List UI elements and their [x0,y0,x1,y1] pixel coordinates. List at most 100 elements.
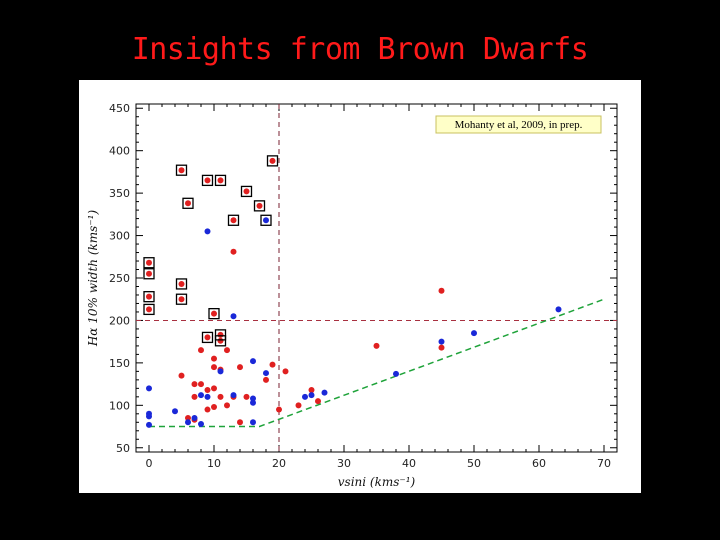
annotation-box [435,115,602,134]
x-tick-label: 60 [532,457,546,470]
plot-frame [135,103,618,453]
boxed-marker [266,155,279,167]
x-tick-label: 40 [402,457,416,470]
red-data-point [217,177,224,184]
blue-data-point [230,313,237,320]
red-data-point [146,306,152,313]
red-data-point [185,415,191,422]
boxed-marker [214,329,227,341]
red-data-point [211,404,217,411]
blue-data-point [250,358,256,365]
red-data-point [230,217,237,224]
red-data-point [237,364,243,371]
red-data-point [185,200,191,207]
boxed-marker [260,214,272,226]
blue-data-point [263,370,269,377]
slide-title: Insights from Brown Dwarfs [131,32,589,67]
red-data-point [217,393,224,400]
labels-layer: 0 10 20 30 40 50 60 70 50 100 150 200 250 300 350 400 45… [86,102,611,489]
boxed-marker [143,257,155,269]
red-data-point [243,188,250,195]
boxed-marker [227,214,240,226]
blue-data-point [230,392,237,399]
red-data-point [146,293,152,300]
red-data-point [204,387,211,394]
blue-data-point [438,338,445,345]
y-axis-label: Hα 10% width (kms⁻¹) [86,210,100,348]
boxed-marker [175,293,188,305]
blue-data-point [146,413,152,420]
blue-data-point [555,306,562,313]
blue-data-point [146,385,152,392]
y-tick-label: 150 [109,357,130,370]
red-data-point [373,342,380,349]
y-tick-label: 450 [109,102,130,115]
blue-data-point [250,399,256,406]
red-data-point [204,334,211,341]
blue-data-point [393,370,399,377]
blue-data-point [471,330,477,337]
red-data-point [204,406,211,413]
blue-data-point [250,395,256,402]
boxed-marker [143,303,155,316]
blue-data-point [302,393,308,400]
blue-data-point [198,420,204,427]
x-tick-label: 30 [337,457,351,470]
y-tick-label: 100 [109,399,130,412]
red-data-point [204,177,211,184]
blue-data-point [185,419,191,426]
red-data-point [438,344,445,351]
red-data-point [198,381,204,388]
blue-data-point [250,419,256,426]
plot-panel: 0 10 20 30 40 50 60 70 50 100 150 200 250 300 350 400 45… [79,80,641,493]
blue-data-point [146,421,152,428]
boxed-marker [214,335,227,347]
reference-lines [136,104,617,452]
x-tick-label: 70 [597,457,611,470]
y-tick-label: 200 [109,314,130,327]
red-data-point [211,385,217,392]
boxed-marker [240,185,253,198]
boxed-marker [143,291,155,303]
x-tick-label: 50 [467,457,481,470]
red-data-point [191,393,198,400]
y-tick-label: 400 [109,145,130,158]
boxed-marker [143,268,155,280]
boxed-marker [182,197,194,209]
y-tick-label: 250 [109,272,130,285]
y-tick-label: 50 [116,442,130,455]
boxed-markers [143,155,279,347]
x-tick-label: 0 [146,457,153,470]
x-tick-label: 20 [272,457,286,470]
boxed-marker [201,331,214,344]
red-data-point [230,248,237,255]
red-data-point [178,372,185,379]
red-data-point [438,287,445,294]
red-data-point [276,406,282,413]
x-axis-label: vsini (kms⁻¹) [338,475,416,489]
boxed-marker [253,200,266,212]
blue-data-point [204,228,211,235]
red-data-point [178,296,185,303]
red-data-point [295,402,302,409]
red-data-point [217,337,224,344]
red-data-point [211,364,217,371]
red-data-point [237,419,243,426]
axes-layer [135,103,618,453]
y-tick-label: 300 [109,230,130,243]
red-data-point [178,167,185,174]
red-data-point [263,376,269,383]
red-data-point [178,280,185,287]
red-data-point [282,368,289,375]
blue-data-point [321,389,328,396]
red-data-point [243,393,250,400]
data-points [146,157,562,428]
red-data-point [224,402,230,409]
red-data-point [211,310,217,317]
x-tick-label: 10 [207,457,221,470]
boxed-marker [201,174,214,187]
boxed-marker [214,174,227,187]
blue-data-point [263,217,269,224]
threshold-curve [149,298,605,428]
red-data-point [198,347,204,354]
